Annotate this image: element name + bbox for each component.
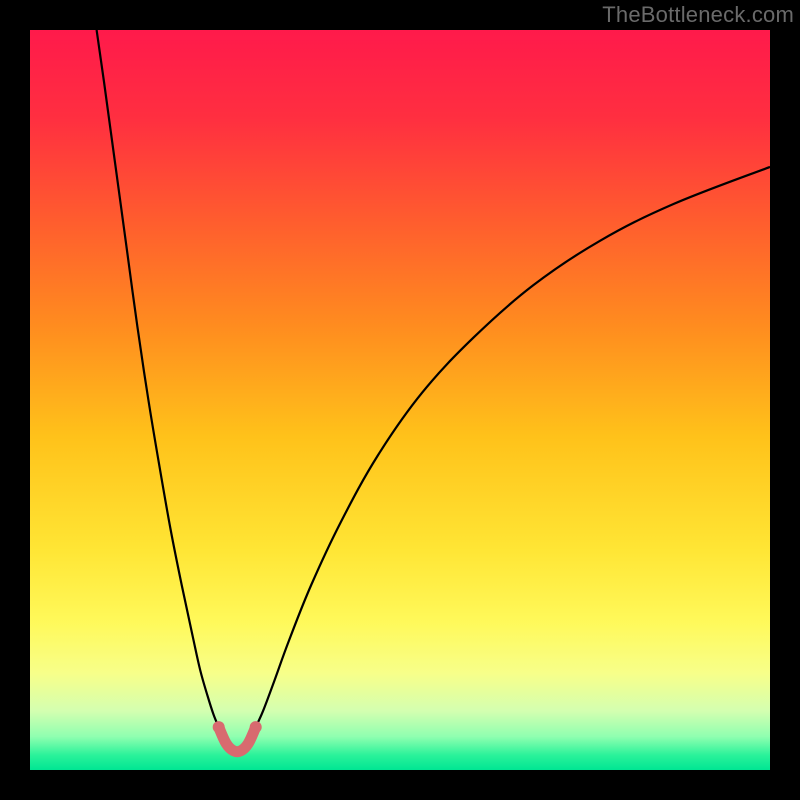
highlight-dot-0: [213, 721, 225, 733]
gradient-background: [30, 30, 770, 770]
bottleneck-chart: [0, 0, 800, 800]
chart-frame: TheBottleneck.com: [0, 0, 800, 800]
highlight-dot-1: [250, 721, 262, 733]
